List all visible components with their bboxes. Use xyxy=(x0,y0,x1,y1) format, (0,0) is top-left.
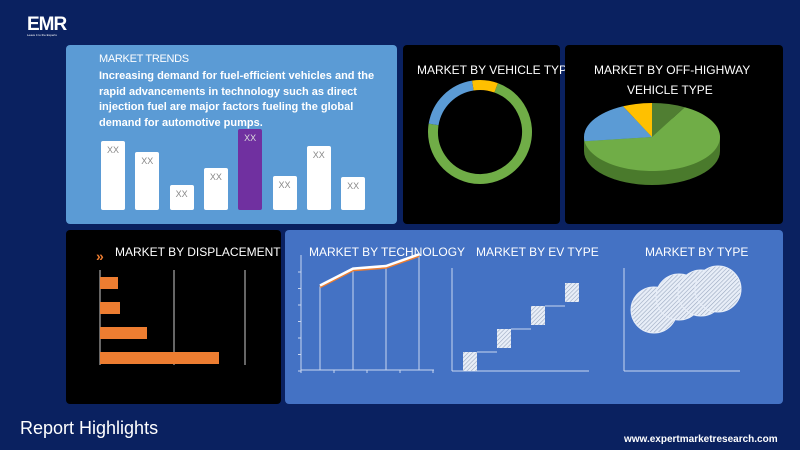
vehicle-type-panel: MARKET BY VEHICLE TYPE xyxy=(403,45,575,224)
vehicle-type-title: MARKET BY VEHICLE TYPE xyxy=(417,63,576,77)
displacement-bar-chart xyxy=(99,270,246,365)
trend-bar: XX xyxy=(203,167,228,210)
logo-tagline: Leave it to the Experts xyxy=(27,33,57,37)
trend-bar: XX xyxy=(341,176,366,210)
displacement-title: MARKET BY DISPLACEMENT xyxy=(115,245,281,259)
trend-bar: XX xyxy=(101,141,125,210)
ev-step xyxy=(463,352,477,371)
pie-slice xyxy=(652,103,685,137)
off-highway-title-2: VEHICLE TYPE xyxy=(627,83,713,97)
ev-step xyxy=(497,329,511,348)
technology-title: MARKET BY TECHNOLOGY xyxy=(309,245,466,259)
trend-bar: XX xyxy=(238,129,263,210)
segment-charts xyxy=(298,253,742,373)
pie-chart-3d xyxy=(584,103,720,185)
market-trends-panel: MARKET TRENDS Increasing demand for fuel… xyxy=(66,45,397,224)
displacement-bar xyxy=(100,277,118,289)
footer-title: Report Highlights xyxy=(20,418,159,438)
technology-line xyxy=(319,253,420,287)
off-highway-panel: MARKET BY OFF-HIGHWAY VEHICLE TYPE xyxy=(565,45,783,224)
trend-bar: XX xyxy=(135,152,160,210)
type-title: MARKET BY TYPE xyxy=(645,245,749,259)
displacement-bar xyxy=(100,302,120,314)
ev-step xyxy=(531,306,545,325)
segments-panel: MARKET BY TECHNOLOGY MARKET BY EV TYPE M… xyxy=(285,230,783,404)
donut-slice xyxy=(428,83,532,184)
technology-line-shadow xyxy=(319,254,420,289)
off-highway-title-1: MARKET BY OFF-HIGHWAY xyxy=(594,63,751,77)
pie-slice xyxy=(623,103,652,137)
ev-type-title: MARKET BY EV TYPE xyxy=(476,245,599,259)
pie-slice xyxy=(584,107,720,171)
donut-slice xyxy=(428,80,474,126)
displacement-panel: » MARKET BY DISPLACEMENT xyxy=(66,230,281,404)
logo-text: EMR xyxy=(27,14,67,35)
trend-bar: XX xyxy=(272,175,297,210)
chevrons-icon: » xyxy=(96,248,104,264)
donut-slice xyxy=(472,80,498,93)
pie-slice xyxy=(584,106,652,142)
donut-chart xyxy=(428,80,532,184)
trends-heading: MARKET TRENDS xyxy=(99,53,189,65)
displacement-bar xyxy=(100,352,219,364)
footer-url[interactable]: www.expertmarketresearch.com xyxy=(624,434,778,445)
logo: EMR Leave it to the Experts xyxy=(20,14,70,40)
type-bubble xyxy=(694,265,742,313)
trends-body: Increasing demand for fuel-efficient veh… xyxy=(99,70,375,129)
displacement-bar xyxy=(100,327,147,339)
ev-step xyxy=(565,283,579,302)
trend-bar: XX xyxy=(306,146,331,210)
trend-bar: XX xyxy=(169,184,194,210)
